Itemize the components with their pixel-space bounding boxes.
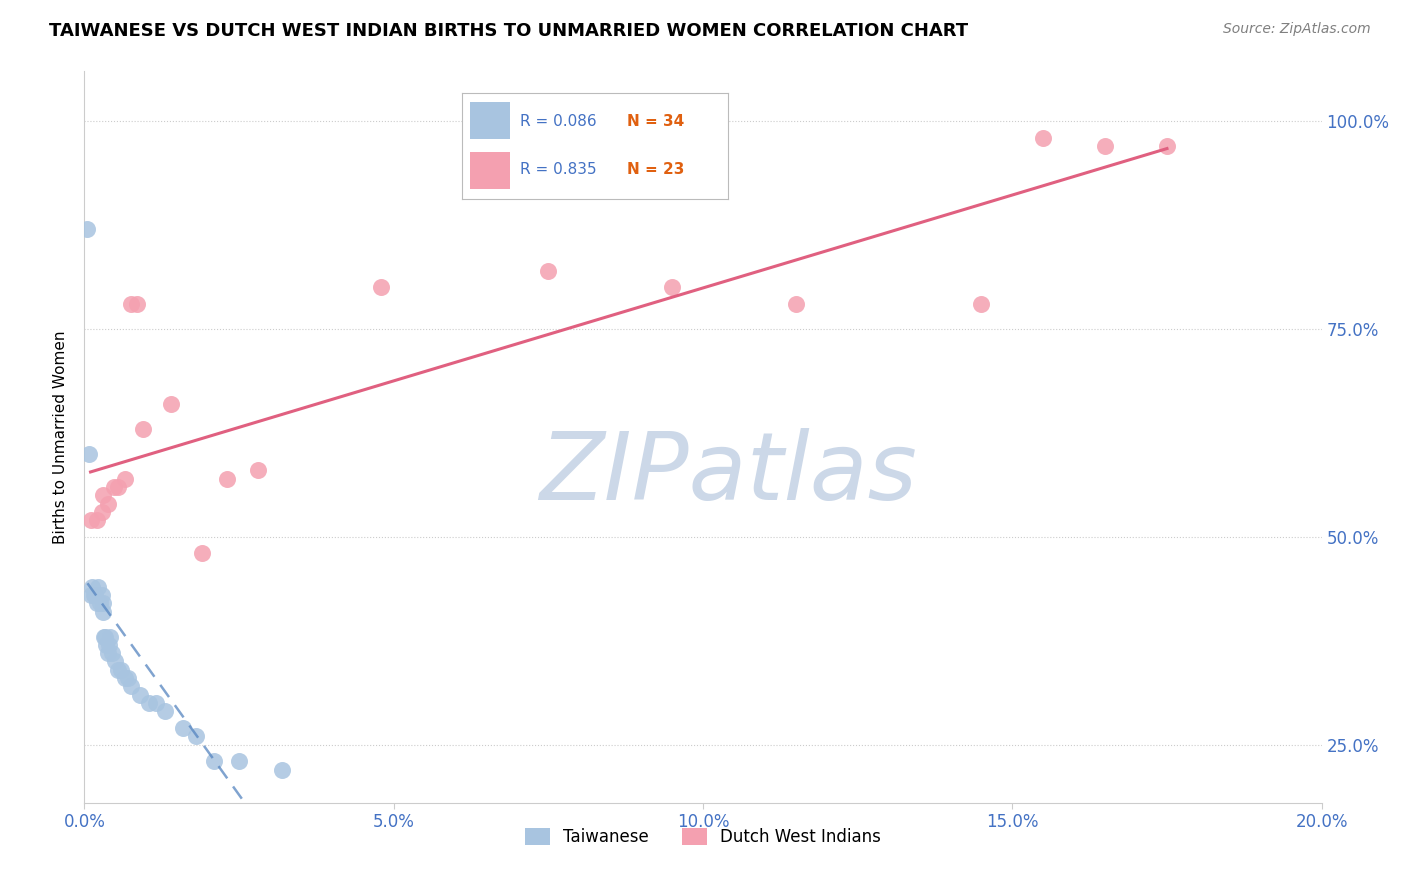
Point	[90, 505, 112, 519]
Point	[107, 480, 129, 494]
Point	[246, 463, 269, 477]
Point	[79, 588, 101, 602]
Point	[114, 472, 136, 486]
Point	[83, 588, 105, 602]
Point	[184, 729, 207, 743]
Point	[138, 696, 160, 710]
Point	[97, 497, 120, 511]
Point	[101, 646, 124, 660]
Point	[90, 588, 112, 602]
Point	[79, 447, 101, 461]
Point	[94, 630, 117, 644]
Point	[120, 297, 142, 311]
Point	[271, 763, 294, 777]
Point	[132, 422, 155, 436]
Point	[86, 513, 108, 527]
Point	[93, 630, 115, 644]
Text: TAIWANESE VS DUTCH WEST INDIAN BIRTHS TO UNMARRIED WOMEN CORRELATION CHART: TAIWANESE VS DUTCH WEST INDIAN BIRTHS TO…	[49, 22, 969, 40]
Text: Source: ZipAtlas.com: Source: ZipAtlas.com	[1223, 22, 1371, 37]
Point	[97, 646, 120, 660]
Point	[191, 546, 214, 560]
Point	[661, 280, 683, 294]
Point	[91, 596, 114, 610]
Point	[1032, 131, 1054, 145]
Point	[153, 705, 176, 719]
Point	[172, 721, 194, 735]
Point	[80, 580, 103, 594]
Point	[110, 663, 132, 677]
Point	[160, 397, 183, 411]
Point	[114, 671, 136, 685]
Y-axis label: Births to Unmarried Women: Births to Unmarried Women	[53, 330, 69, 544]
Point	[125, 297, 148, 311]
Point	[145, 696, 167, 710]
Point	[98, 630, 121, 644]
Point	[537, 264, 560, 278]
Point	[215, 472, 238, 486]
Point	[89, 596, 111, 610]
Point	[87, 580, 110, 594]
Point	[202, 754, 225, 768]
Point	[117, 671, 139, 685]
Point	[91, 488, 114, 502]
Point	[370, 280, 392, 294]
Text: ZIPatlas: ZIPatlas	[538, 428, 917, 519]
Point	[76, 222, 98, 236]
Legend: Taiwanese, Dutch West Indians: Taiwanese, Dutch West Indians	[524, 828, 882, 846]
Point	[103, 480, 125, 494]
Point	[1094, 139, 1116, 153]
Point	[79, 513, 101, 527]
Point	[1156, 139, 1178, 153]
Point	[84, 588, 107, 602]
Point	[129, 688, 152, 702]
Point	[94, 638, 117, 652]
Point	[107, 663, 129, 677]
Point	[91, 605, 114, 619]
Point	[120, 680, 142, 694]
Point	[104, 655, 127, 669]
Point	[970, 297, 993, 311]
Point	[86, 596, 108, 610]
Point	[98, 638, 121, 652]
Point	[785, 297, 807, 311]
Point	[228, 754, 250, 768]
